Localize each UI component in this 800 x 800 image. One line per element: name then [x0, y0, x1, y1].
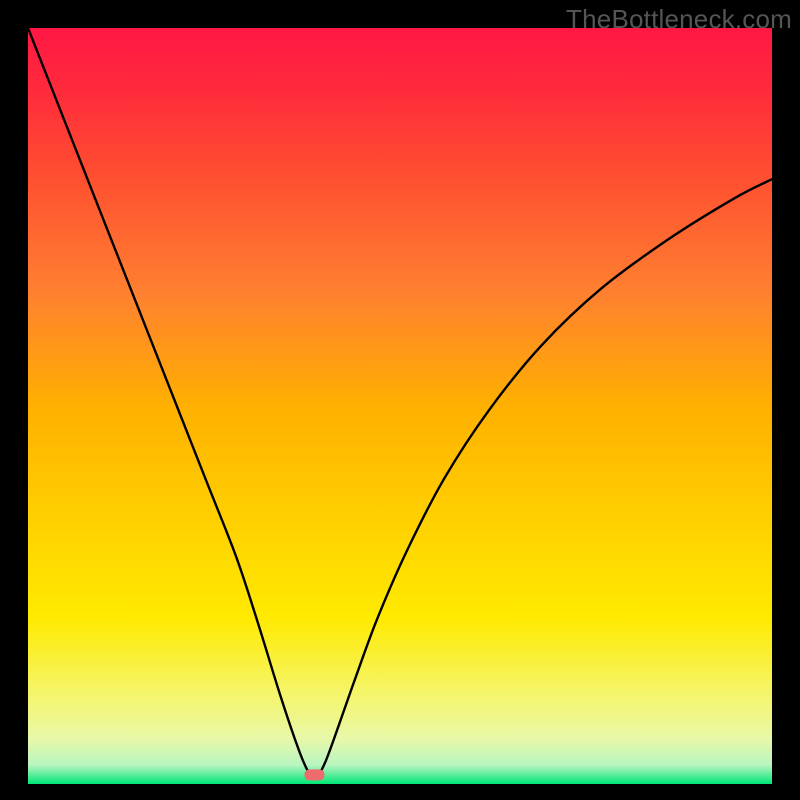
optimum-marker	[304, 769, 324, 780]
watermark-text: TheBottleneck.com	[566, 4, 792, 35]
chart-frame: TheBottleneck.com	[0, 0, 800, 800]
bottleneck-curve-svg	[28, 28, 772, 784]
plot-area	[28, 28, 772, 784]
bottleneck-curve	[28, 28, 772, 777]
